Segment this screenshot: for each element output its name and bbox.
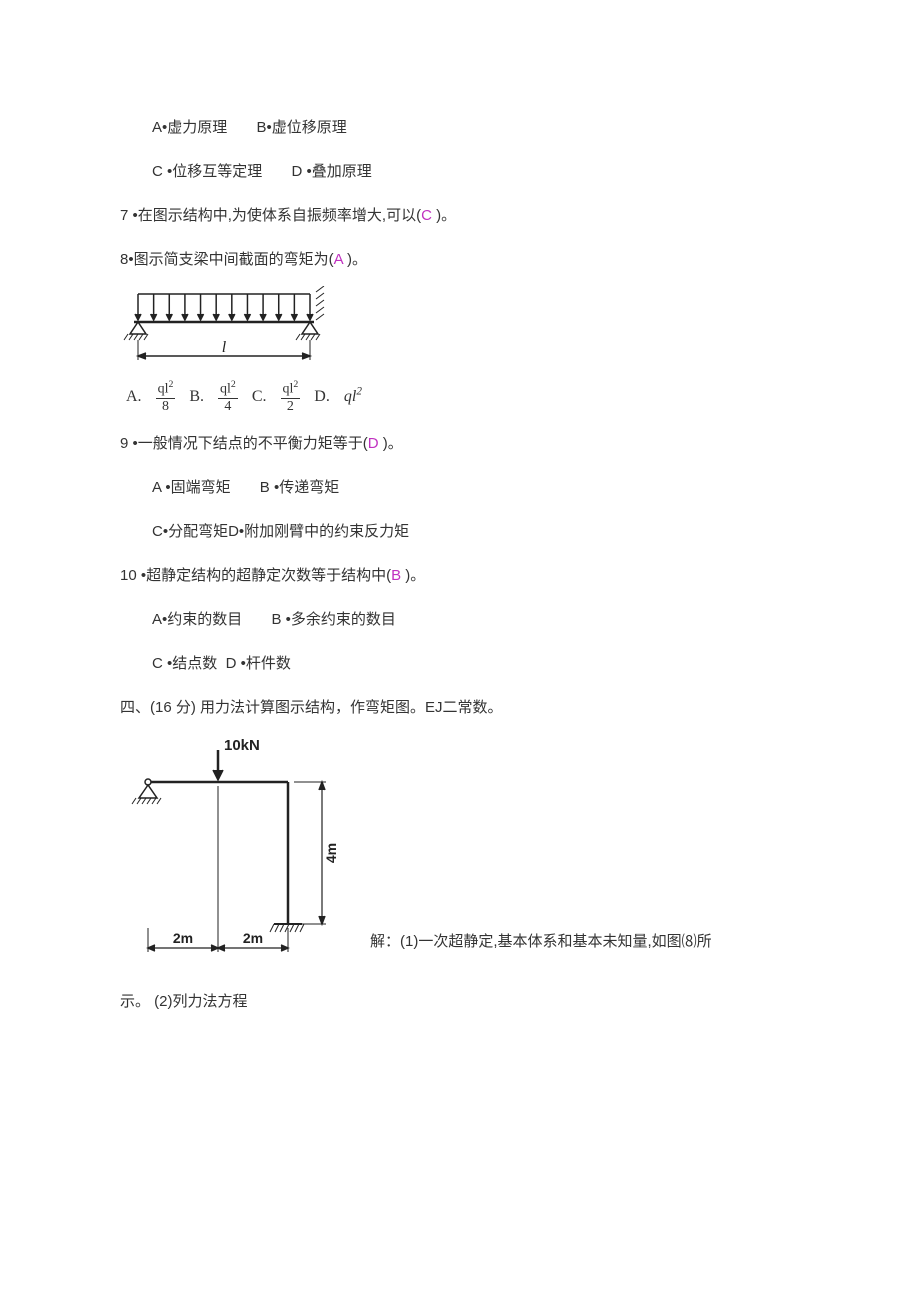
q8-fracC-den: 2	[281, 399, 301, 414]
q7-suffix: )。	[432, 207, 456, 224]
q6-opt-c: C •位移互等定理	[152, 163, 262, 180]
q9-prefix: 9 •一般情况下结点的不平衡力矩等于(	[120, 435, 368, 452]
q8-fracB-den: 4	[218, 399, 238, 414]
q9-options-row1: A •固端弯矩 B •传递弯矩	[120, 470, 820, 506]
q6-opt-d: D •叠加原理	[291, 163, 371, 180]
solution-line2: 示。 (2)列力法方程	[120, 984, 820, 1020]
q8-fracB-num: ql	[220, 382, 231, 397]
beam-diagram: l	[120, 286, 340, 376]
q8-opt-a-frac: ql2 8	[156, 380, 176, 413]
svg-text:l: l	[222, 339, 227, 356]
q8-suffix: )。	[343, 251, 367, 268]
q7-prefix: 7 •在图示结构中,为使体系自振频率增大,可以(	[120, 207, 421, 224]
q8-opt-d-value: ql2	[344, 378, 362, 416]
q7-answer: C	[421, 207, 432, 224]
svg-text:2m: 2m	[173, 930, 193, 946]
q8-fracA-den: 8	[156, 399, 176, 414]
q8-answer: A	[334, 251, 343, 268]
svg-text:10kN: 10kN	[224, 737, 260, 754]
q6-opt-a: A•虚力原理	[152, 119, 227, 136]
q9-line: 9 •一般情况下结点的不平衡力矩等于(D )。	[120, 426, 820, 462]
q8-fracA-num: ql	[158, 382, 169, 397]
q10-options-row1: A•约束的数目 B •多余约束的数目	[120, 602, 820, 638]
q8-opt-c-label: C.	[252, 378, 267, 416]
q8-opt-d-label: D.	[314, 378, 330, 416]
q10-line: 10 •超静定结构的超静定次数等于结构中(B )。	[120, 558, 820, 594]
q6-options-row1: A•虚力原理 B•虚位移原理	[120, 110, 820, 146]
q8-fracC-num: ql	[283, 382, 294, 397]
q8-optD-text: ql	[344, 388, 356, 405]
q8-opt-b-frac: ql2 4	[218, 380, 238, 413]
q10-opt-d: D •杆件数	[226, 655, 291, 672]
q8-prefix: 8•图示简支梁中间截面的弯矩为(	[120, 251, 334, 268]
q9-opt-b: B •传递弯矩	[260, 479, 339, 496]
q8-opt-c-frac: ql2 2	[281, 380, 301, 413]
svg-text:4m: 4m	[323, 843, 339, 863]
frame-diagram: 10kN 4m 2m 2m	[120, 736, 350, 966]
q9-answer: D	[368, 435, 379, 452]
q8-opt-a-label: A.	[126, 378, 142, 416]
q10-opt-c: C •结点数	[152, 655, 217, 672]
q6-opt-b: B•虚位移原理	[256, 119, 346, 136]
solution-line1: 解：(1)一次超静定,基本体系和基本未知量,如图⑻所	[370, 924, 712, 966]
q10-suffix: )。	[401, 567, 425, 584]
q7-line: 7 •在图示结构中,为使体系自振频率增大,可以(C )。	[120, 198, 820, 234]
q8-opt-b-label: B.	[189, 378, 204, 416]
q8-options: A. ql2 8 B. ql2 4 C. ql2 2 D. ql2	[120, 378, 820, 416]
q9-options-row2: C•分配弯矩D•附加刚臂中的约束反力矩	[120, 514, 820, 550]
q8-line: 8•图示简支梁中间截面的弯矩为(A )。	[120, 242, 820, 278]
section4-title: 四、(16 分) 用力法计算图示结构，作弯矩图。EJ二常数。	[120, 690, 820, 726]
q10-opt-a: A•约束的数目	[152, 611, 242, 628]
q10-prefix: 10 •超静定结构的超静定次数等于结构中(	[120, 567, 391, 584]
q9-opt-a: A •固端弯矩	[152, 479, 231, 496]
q9-opt-cd: C•分配弯矩D•附加刚臂中的约束反力矩	[152, 523, 409, 540]
q6-options-row2: C •位移互等定理 D •叠加原理	[120, 154, 820, 190]
svg-text:2m: 2m	[243, 930, 263, 946]
q9-suffix: )。	[379, 435, 403, 452]
frame-row: 10kN 4m 2m 2m 解：(1)一次超静定,基本体系和基本未知量,如图⑻所	[120, 736, 820, 966]
q10-options-row2: C •结点数 D •杆件数	[120, 646, 820, 682]
document-page: A•虚力原理 B•虚位移原理 C •位移互等定理 D •叠加原理 7 •在图示结…	[0, 0, 920, 1108]
q10-answer: B	[391, 567, 401, 584]
q10-opt-b: B •多余约束的数目	[271, 611, 395, 628]
